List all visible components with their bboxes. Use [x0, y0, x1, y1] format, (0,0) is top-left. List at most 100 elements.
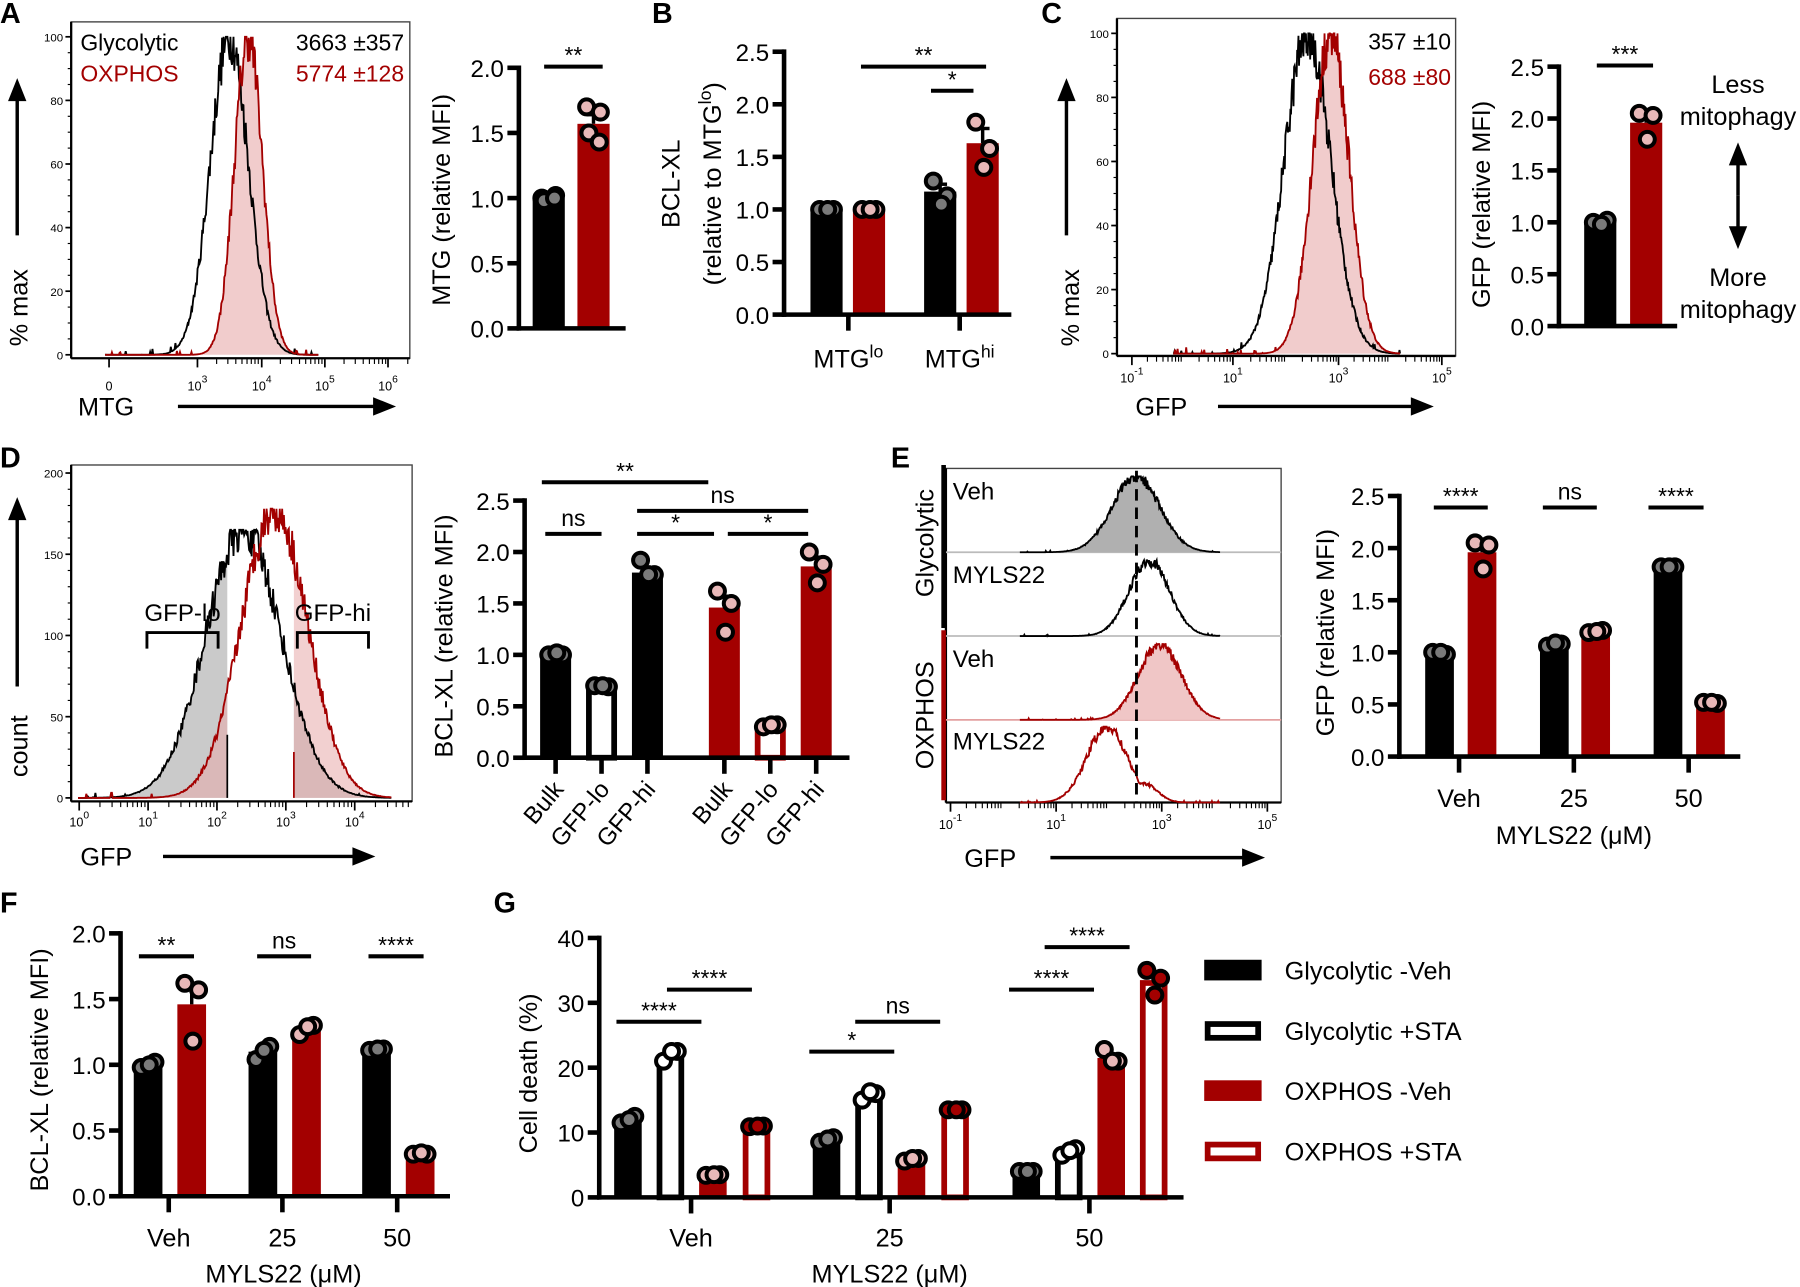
y-tick-label: 40 — [557, 926, 584, 953]
bar-rect — [577, 123, 610, 329]
panel-label-a: A — [0, 0, 21, 30]
significance-bracket: **** — [1648, 483, 1704, 510]
down-arrow — [1728, 195, 1748, 250]
histogram-fill — [1019, 476, 1221, 553]
row-label: Veh — [953, 478, 995, 505]
bar-rect — [1139, 980, 1168, 1201]
x-tick-label: 50 — [383, 1225, 411, 1253]
y-axis-label: BCL-XL — [658, 140, 686, 228]
annotation-mitophagy-bottom: mitophagy — [1680, 296, 1797, 324]
bar-oxphos-sta — [740, 1116, 773, 1201]
data-point — [183, 1031, 203, 1051]
legend-item: OXPHOS +STA — [1204, 1139, 1462, 1167]
y-tick-label: 0.0 — [1351, 745, 1385, 772]
data-point — [1587, 622, 1607, 641]
data-point — [1702, 692, 1722, 712]
y-tick-label: 0 — [57, 793, 63, 805]
y-tick-label: 0.5 — [72, 1119, 105, 1146]
legend-swatch — [1204, 1141, 1262, 1162]
y-axis-label-text: GFP (relative MFI) — [1312, 529, 1340, 736]
data-point — [721, 593, 741, 613]
y-axis-label-text: MTG (relative MFI) — [428, 94, 456, 306]
bar-oxphos-sta — [1137, 960, 1171, 1201]
annotation-less: Less — [1711, 71, 1764, 99]
C-bar-panel: 0.0 0.5 1.0 1.5 2.0 2.5 GFP (relative MFI) *** L… — [1468, 41, 1797, 341]
bar-rect — [631, 572, 663, 758]
B-bar-panel: 0.0 0.5 1.0 1.5 2.0 2.5 BCL-XL (relative to MTG… — [658, 40, 1012, 373]
bar-glycolytic — [360, 1039, 393, 1197]
bar-glycolytic — [131, 1052, 165, 1197]
histogram-fill-oxphos — [105, 36, 319, 355]
y-axis-label: GFP (relative MFI) — [1312, 529, 1340, 736]
bar-rect — [292, 1029, 321, 1197]
data-point — [411, 1143, 431, 1163]
row-label: MYLS22 — [953, 562, 1045, 589]
y-axis-label-text: BCL-XL (relative MFI) — [26, 948, 54, 1191]
legend-label: OXPHOS +STA — [1285, 1139, 1462, 1167]
bar-oxphos — [966, 112, 1000, 315]
x-tick-label: 25 — [268, 1225, 296, 1253]
significance-label: * — [847, 1027, 856, 1053]
y-tick-label: 1.5 — [470, 121, 504, 148]
histogram-line-glycolytic-myls22 — [1019, 556, 1221, 638]
data-point — [1473, 559, 1493, 579]
x-tick-label-exponent: 3 — [202, 374, 208, 385]
annotation-mitophagy-top: mitophagy — [1680, 103, 1797, 131]
x-tick-label-base: 10 — [138, 816, 152, 830]
legend-item: Glycolytic +STA — [1204, 1018, 1462, 1046]
data-point — [254, 1040, 274, 1060]
bar-oxphos-veh — [895, 1149, 928, 1198]
row-label: Veh — [953, 646, 995, 673]
data-point — [1137, 960, 1157, 980]
y-tick-label: 0.0 — [1511, 314, 1545, 341]
x-tick-label: 25 — [1560, 785, 1588, 813]
bar-oxphos-veh — [696, 1165, 730, 1198]
legend-label: OXPHOS -Veh — [1285, 1078, 1452, 1106]
data-point — [807, 573, 827, 593]
legend-swatch — [1204, 1080, 1262, 1101]
y-tick-label: 0.0 — [72, 1184, 105, 1211]
x-tick-label: 104 — [345, 811, 365, 830]
bar-rect — [248, 1051, 278, 1197]
histogram-line-glycolytic-veh — [1019, 475, 1221, 554]
mitophagy-annotation: Less mitophagy More mitophagy — [1680, 71, 1797, 324]
x-tick-label-text: MTG — [813, 345, 869, 373]
bar-glycolytic-sta — [852, 1082, 886, 1201]
y-tick-label: 80 — [1096, 93, 1109, 105]
y-tick-label: 0.5 — [470, 251, 504, 278]
bar-glycolytic-veh — [810, 1128, 843, 1198]
legend-label: Glycolytic +STA — [1285, 1018, 1462, 1046]
bar-rect — [1467, 552, 1497, 757]
significance-bracket: **** — [666, 965, 752, 992]
significance-label: ** — [616, 458, 634, 484]
data-point — [813, 554, 833, 574]
legend-swatch — [1204, 959, 1262, 981]
bar-rect — [1539, 644, 1569, 757]
bar-oxphos-bulk — [708, 581, 741, 758]
significance-bracket: * — [637, 509, 715, 536]
significance-bracket: * — [727, 509, 809, 536]
x-axis-arrow — [177, 397, 397, 416]
y-axis-label: % max — [1057, 269, 1085, 347]
gate-label: GFP-lo — [144, 600, 220, 627]
bar-rect — [1097, 1057, 1125, 1198]
mfi-value: 5774 ±128 — [296, 61, 404, 87]
x-tick-label: 104 — [252, 374, 272, 393]
y-tick-label: 2.5 — [736, 40, 770, 67]
x-tick-label-base: 10 — [1432, 371, 1446, 385]
x-tick-label-base: 10 — [207, 816, 221, 830]
data-point — [1060, 1141, 1080, 1161]
data-point — [631, 550, 651, 570]
x-tick-label: 103 — [276, 811, 296, 830]
bar-oxphos-gfp-hi — [799, 542, 833, 758]
gated-fill-oxphos — [78, 508, 392, 798]
mfi-value: 357 ±10 — [1368, 28, 1451, 54]
data-point — [590, 102, 610, 122]
x-tick-label: 101 — [1223, 366, 1243, 385]
panel-label-f: F — [0, 888, 18, 920]
legend-item: OXPHOS -Veh — [1204, 1078, 1452, 1106]
x-tick-label-base: 10 — [276, 816, 290, 830]
x-tick-label: 105 — [315, 374, 335, 393]
